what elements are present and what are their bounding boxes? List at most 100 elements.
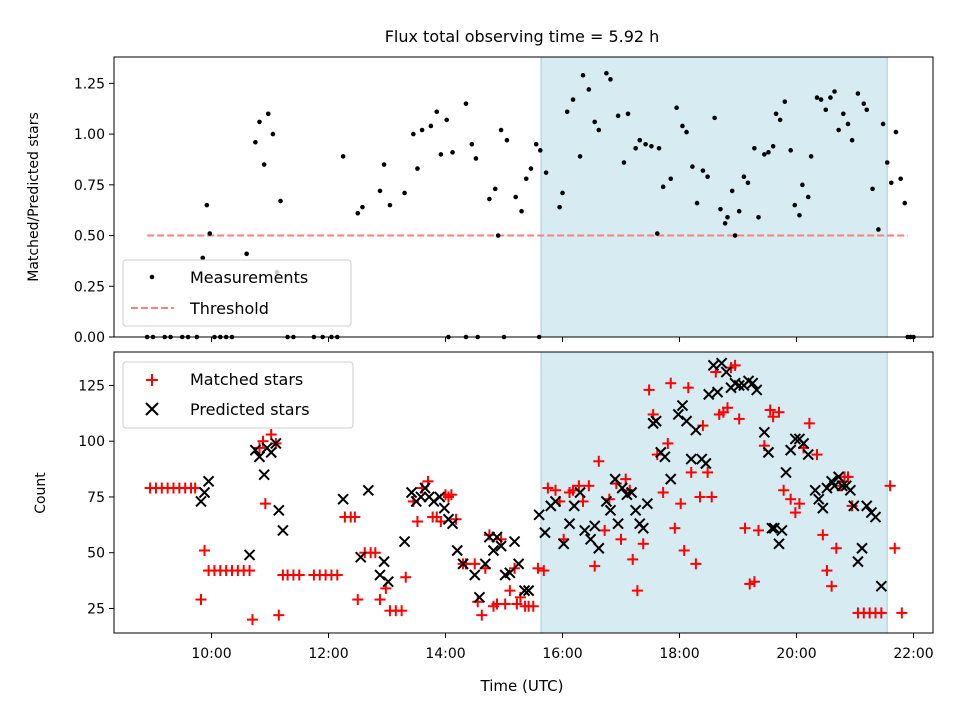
measurement-point xyxy=(244,251,249,257)
legend-measurements-label: Measurements xyxy=(190,268,308,287)
predicted-star-point xyxy=(625,486,638,499)
matched-star-point xyxy=(739,522,751,534)
matched-star-point xyxy=(793,498,805,510)
matched-star-point xyxy=(589,560,601,572)
measurement-point xyxy=(265,111,271,117)
predicted-star-points xyxy=(195,357,888,604)
top-y-tick-label: 1.25 xyxy=(74,76,105,92)
measurement-point xyxy=(387,202,393,208)
measurement-point xyxy=(725,214,730,220)
matched-star-point xyxy=(817,529,829,541)
predicted-star-point xyxy=(557,538,570,550)
matched-star-point xyxy=(527,600,539,612)
matched-star-point xyxy=(573,480,585,492)
matched-star-point xyxy=(744,578,756,590)
matched-star-point xyxy=(669,522,681,534)
measurement-point xyxy=(680,123,685,129)
predicted-star-point xyxy=(665,473,677,485)
measurement-point xyxy=(800,182,805,188)
matched-star-point xyxy=(729,359,741,371)
measurement-point xyxy=(808,154,814,159)
measurement-point xyxy=(902,200,908,206)
matched-star-point xyxy=(445,489,457,501)
top-x-ticks xyxy=(211,337,915,342)
matched-star-point xyxy=(778,484,790,496)
predicted-star-point xyxy=(415,491,427,503)
bottom-legend: Matched stars Predicted stars xyxy=(122,361,354,429)
matched-star-point xyxy=(476,609,488,621)
measurement-point xyxy=(381,162,387,167)
measurement-point xyxy=(649,143,654,149)
top-y-tick-label: 0.00 xyxy=(74,330,105,346)
measurement-point xyxy=(674,105,679,111)
predicted-star-point xyxy=(711,386,724,398)
measurement-point xyxy=(788,148,793,153)
measurement-point xyxy=(845,121,851,127)
top-legend: Measurements Threshold xyxy=(122,259,352,327)
predicted-star-point xyxy=(817,502,829,514)
predicted-star-point xyxy=(495,540,507,552)
legend-predicted-marker xyxy=(145,402,159,416)
predicted-star-point xyxy=(762,446,775,459)
top-axes-frame xyxy=(113,56,934,338)
measurement-point xyxy=(450,150,455,155)
matched-star-point xyxy=(374,594,386,606)
predicted-star-point xyxy=(780,466,792,479)
bottom-y-ticks: 25 50 75 100 125 xyxy=(78,378,114,617)
predicted-star-point xyxy=(563,518,576,530)
measurement-point xyxy=(340,154,346,159)
measurement-point xyxy=(741,174,747,180)
matched-star-point xyxy=(331,569,343,581)
measurement-point xyxy=(718,206,723,212)
measurement-point xyxy=(492,186,498,192)
matched-star-point xyxy=(504,585,516,597)
measurement-point xyxy=(855,91,861,96)
measurement-point xyxy=(814,95,820,100)
measurement-point xyxy=(487,196,492,202)
top-y-axis-label: Matched/Predicted stars xyxy=(26,112,42,282)
measurement-point xyxy=(580,72,586,78)
predicted-star-point xyxy=(641,497,654,510)
bottom-y-tick-label: 100 xyxy=(78,434,105,450)
measurement-point xyxy=(729,188,735,194)
chart-title: Flux total observing time = 5.92 h xyxy=(385,27,660,46)
matched-star-point xyxy=(198,544,210,556)
predicted-star-point xyxy=(758,426,771,438)
measurement-point xyxy=(792,202,798,208)
matched-star-point xyxy=(821,565,833,577)
top-y-tick-label: 0.75 xyxy=(74,178,105,194)
measurement-point xyxy=(660,184,666,190)
measurement-point xyxy=(592,119,597,125)
predicted-star-point xyxy=(836,480,848,492)
predicted-star-point xyxy=(715,357,728,369)
matched-star-point xyxy=(785,493,797,505)
matched-star-point xyxy=(721,402,733,414)
measurement-point xyxy=(253,139,258,145)
predicted-star-point xyxy=(844,484,857,496)
measurement-point xyxy=(805,194,811,200)
matched-star-point xyxy=(627,553,639,565)
predicted-star-point xyxy=(479,558,492,570)
predicted-star-point xyxy=(491,531,503,543)
matched-star-point xyxy=(842,471,854,483)
predicted-star-point xyxy=(277,524,289,537)
matched-star-point xyxy=(657,487,669,498)
matched-star-point xyxy=(702,466,714,478)
matched-star-point xyxy=(846,500,858,512)
predicted-star-point xyxy=(600,495,613,508)
measurement-point xyxy=(752,146,757,151)
measurement-point xyxy=(766,150,771,155)
predicted-star-point xyxy=(637,522,649,534)
predicted-star-point xyxy=(797,437,810,450)
predicted-star-point xyxy=(672,408,685,421)
measurement-point xyxy=(570,97,576,102)
bottom-observing-window xyxy=(540,351,888,634)
predicted-star-point xyxy=(549,495,562,508)
bottom-y-axis-label: Count xyxy=(33,472,49,514)
predicted-star-point xyxy=(273,504,285,517)
measurement-point xyxy=(498,127,504,133)
matched-star-point xyxy=(678,544,690,556)
top-y-tick-label: 0.50 xyxy=(74,229,105,245)
measurement-point xyxy=(888,180,894,186)
